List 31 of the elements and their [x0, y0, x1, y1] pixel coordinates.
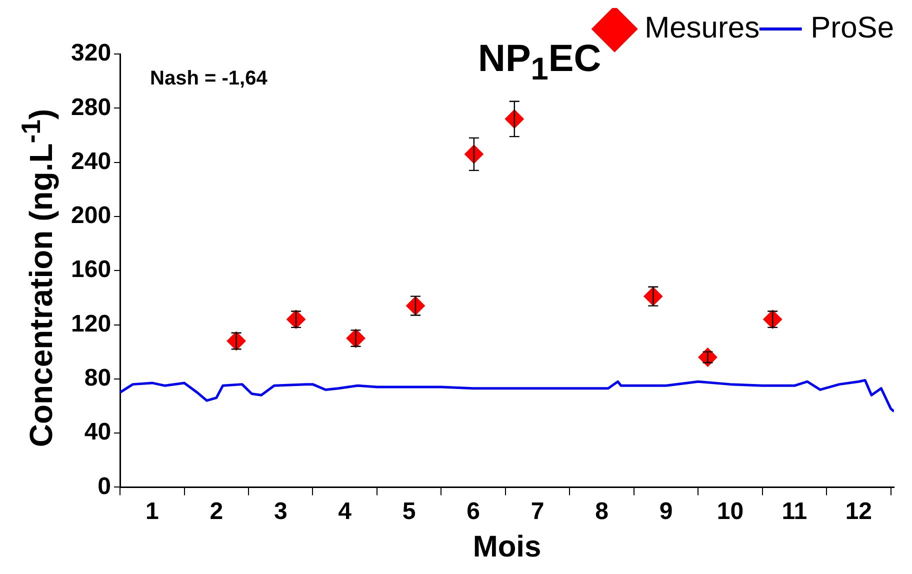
y-tick-label: 40 [84, 418, 112, 446]
y-tick-label: 160 [70, 256, 112, 284]
x-tick-label: 4 [338, 498, 352, 526]
y-tick-label: 200 [70, 202, 112, 230]
x-tick-label: 11 [782, 498, 808, 526]
x-tick-label: 7 [530, 498, 544, 526]
point [346, 328, 366, 348]
x-tick-label: 9 [659, 498, 673, 526]
y-tick-label: 240 [70, 148, 112, 175]
legend-label: Mesures [644, 11, 760, 44]
point [698, 348, 718, 367]
x-tick-label: 3 [274, 498, 288, 526]
point [286, 310, 306, 329]
x-tick-label: 6 [466, 498, 480, 526]
y-tick-label: 320 [70, 40, 112, 67]
x-tick-label: 8 [595, 498, 608, 526]
y-tick-label: 280 [70, 94, 112, 121]
y-tick-label: 120 [70, 310, 112, 338]
x-tick-label: 12 [845, 498, 872, 526]
y-tick-label: 80 [84, 364, 112, 392]
point [763, 310, 782, 329]
x-axis-title: Mois [472, 530, 542, 564]
y-tick-label: 0 [98, 472, 112, 500]
x-tick-label: 1 [145, 498, 159, 526]
legend-label: ProSe [810, 11, 894, 44]
x-tick-label: 2 [210, 498, 224, 526]
x-tick-label: 10 [716, 498, 744, 526]
point [226, 331, 246, 350]
annotation: Nash = -1,64 [150, 68, 268, 90]
chart-title: NP$_{1}$EC [478, 38, 602, 88]
x-tick-label: 5 [402, 498, 416, 526]
